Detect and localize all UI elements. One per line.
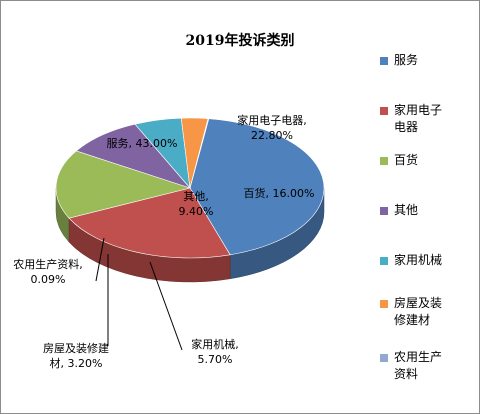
legend-label: 家用电子 电器 [394, 102, 460, 136]
data-label-3: 其他, 9.40% [136, 189, 256, 219]
data-label-2: 百货, 16.00% [219, 186, 339, 201]
legend-item-2: 百货 [380, 152, 460, 169]
legend-swatch [380, 354, 388, 362]
data-label-line: 其他, [183, 190, 209, 203]
legend-item-1: 家用电子 电器 [380, 102, 460, 136]
data-label-6: 农用生产资料, 0.09% [0, 257, 108, 287]
legend-label: 房屋及装 修建材 [394, 295, 460, 329]
legend-item-6: 农用生产 资料 [380, 349, 460, 383]
legend-swatch [380, 57, 388, 65]
legend-swatch [380, 300, 388, 308]
legend-swatch [380, 207, 388, 215]
data-label-4: 家用机械, 5.70% [155, 337, 275, 367]
legend-item-5: 房屋及装 修建材 [380, 295, 460, 329]
legend-label: 其他 [394, 202, 460, 219]
legend-swatch [380, 157, 388, 165]
legend-label-line: 电器 [394, 120, 419, 134]
data-label-line: 家用机械, [191, 338, 239, 351]
data-label-1: 家用电子电器, 22.80% [212, 113, 332, 143]
data-label-line: 服务, 43.00% [106, 136, 178, 150]
legend-label: 服务 [394, 52, 460, 69]
data-label-5: 房屋及装修建 材, 3.20% [16, 341, 136, 371]
legend-swatch [380, 257, 388, 265]
data-label-0: 服务, 43.00% [82, 136, 202, 151]
data-label-line: 农用生产资料, [13, 258, 83, 271]
legend-label-line: 百货 [394, 153, 419, 167]
legend-label-line: 农用生产 [394, 350, 443, 364]
data-label-line: 家用电子电器, [237, 114, 307, 127]
legend-item-4: 家用机械 [380, 252, 460, 269]
legend-label-line: 服务 [394, 53, 419, 67]
pie-slice-3 [75, 123, 191, 189]
legend-item-3: 其他 [380, 202, 460, 219]
leader-line-4 [149, 261, 183, 351]
legend-label-line: 房屋及装 [394, 296, 443, 310]
pie-slice-1 [68, 187, 231, 259]
legend-label-line: 资料 [394, 367, 419, 381]
data-label-line: 5.70% [197, 353, 233, 366]
legend-label-line: 修建材 [394, 313, 431, 327]
chart-title: 2019年投诉类别 [185, 33, 295, 49]
data-label-line: 房屋及装修建 [43, 342, 109, 355]
legend-label-line: 其他 [394, 203, 419, 217]
pie-slice-6 [189, 118, 210, 189]
data-label-line: 材, 3.20% [49, 357, 103, 370]
data-label-line: 9.40% [178, 205, 214, 218]
legend-label: 百货 [394, 152, 460, 169]
legend-label-line: 家用电子 [394, 103, 443, 117]
data-label-line: 百货, 16.00% [243, 186, 315, 200]
legend-label: 家用机械 [394, 252, 460, 269]
legend-item-0: 服务 [380, 52, 460, 69]
data-label-line: 0.09% [30, 273, 66, 286]
legend-label-line: 家用机械 [394, 253, 443, 267]
legend-swatch [380, 107, 388, 115]
pie-slice-2 [55, 150, 192, 219]
leader-line-6 [95, 237, 105, 282]
data-label-line: 22.80% [251, 129, 293, 142]
pie-slice-0 [189, 118, 325, 256]
legend-label: 农用生产 资料 [394, 349, 460, 383]
